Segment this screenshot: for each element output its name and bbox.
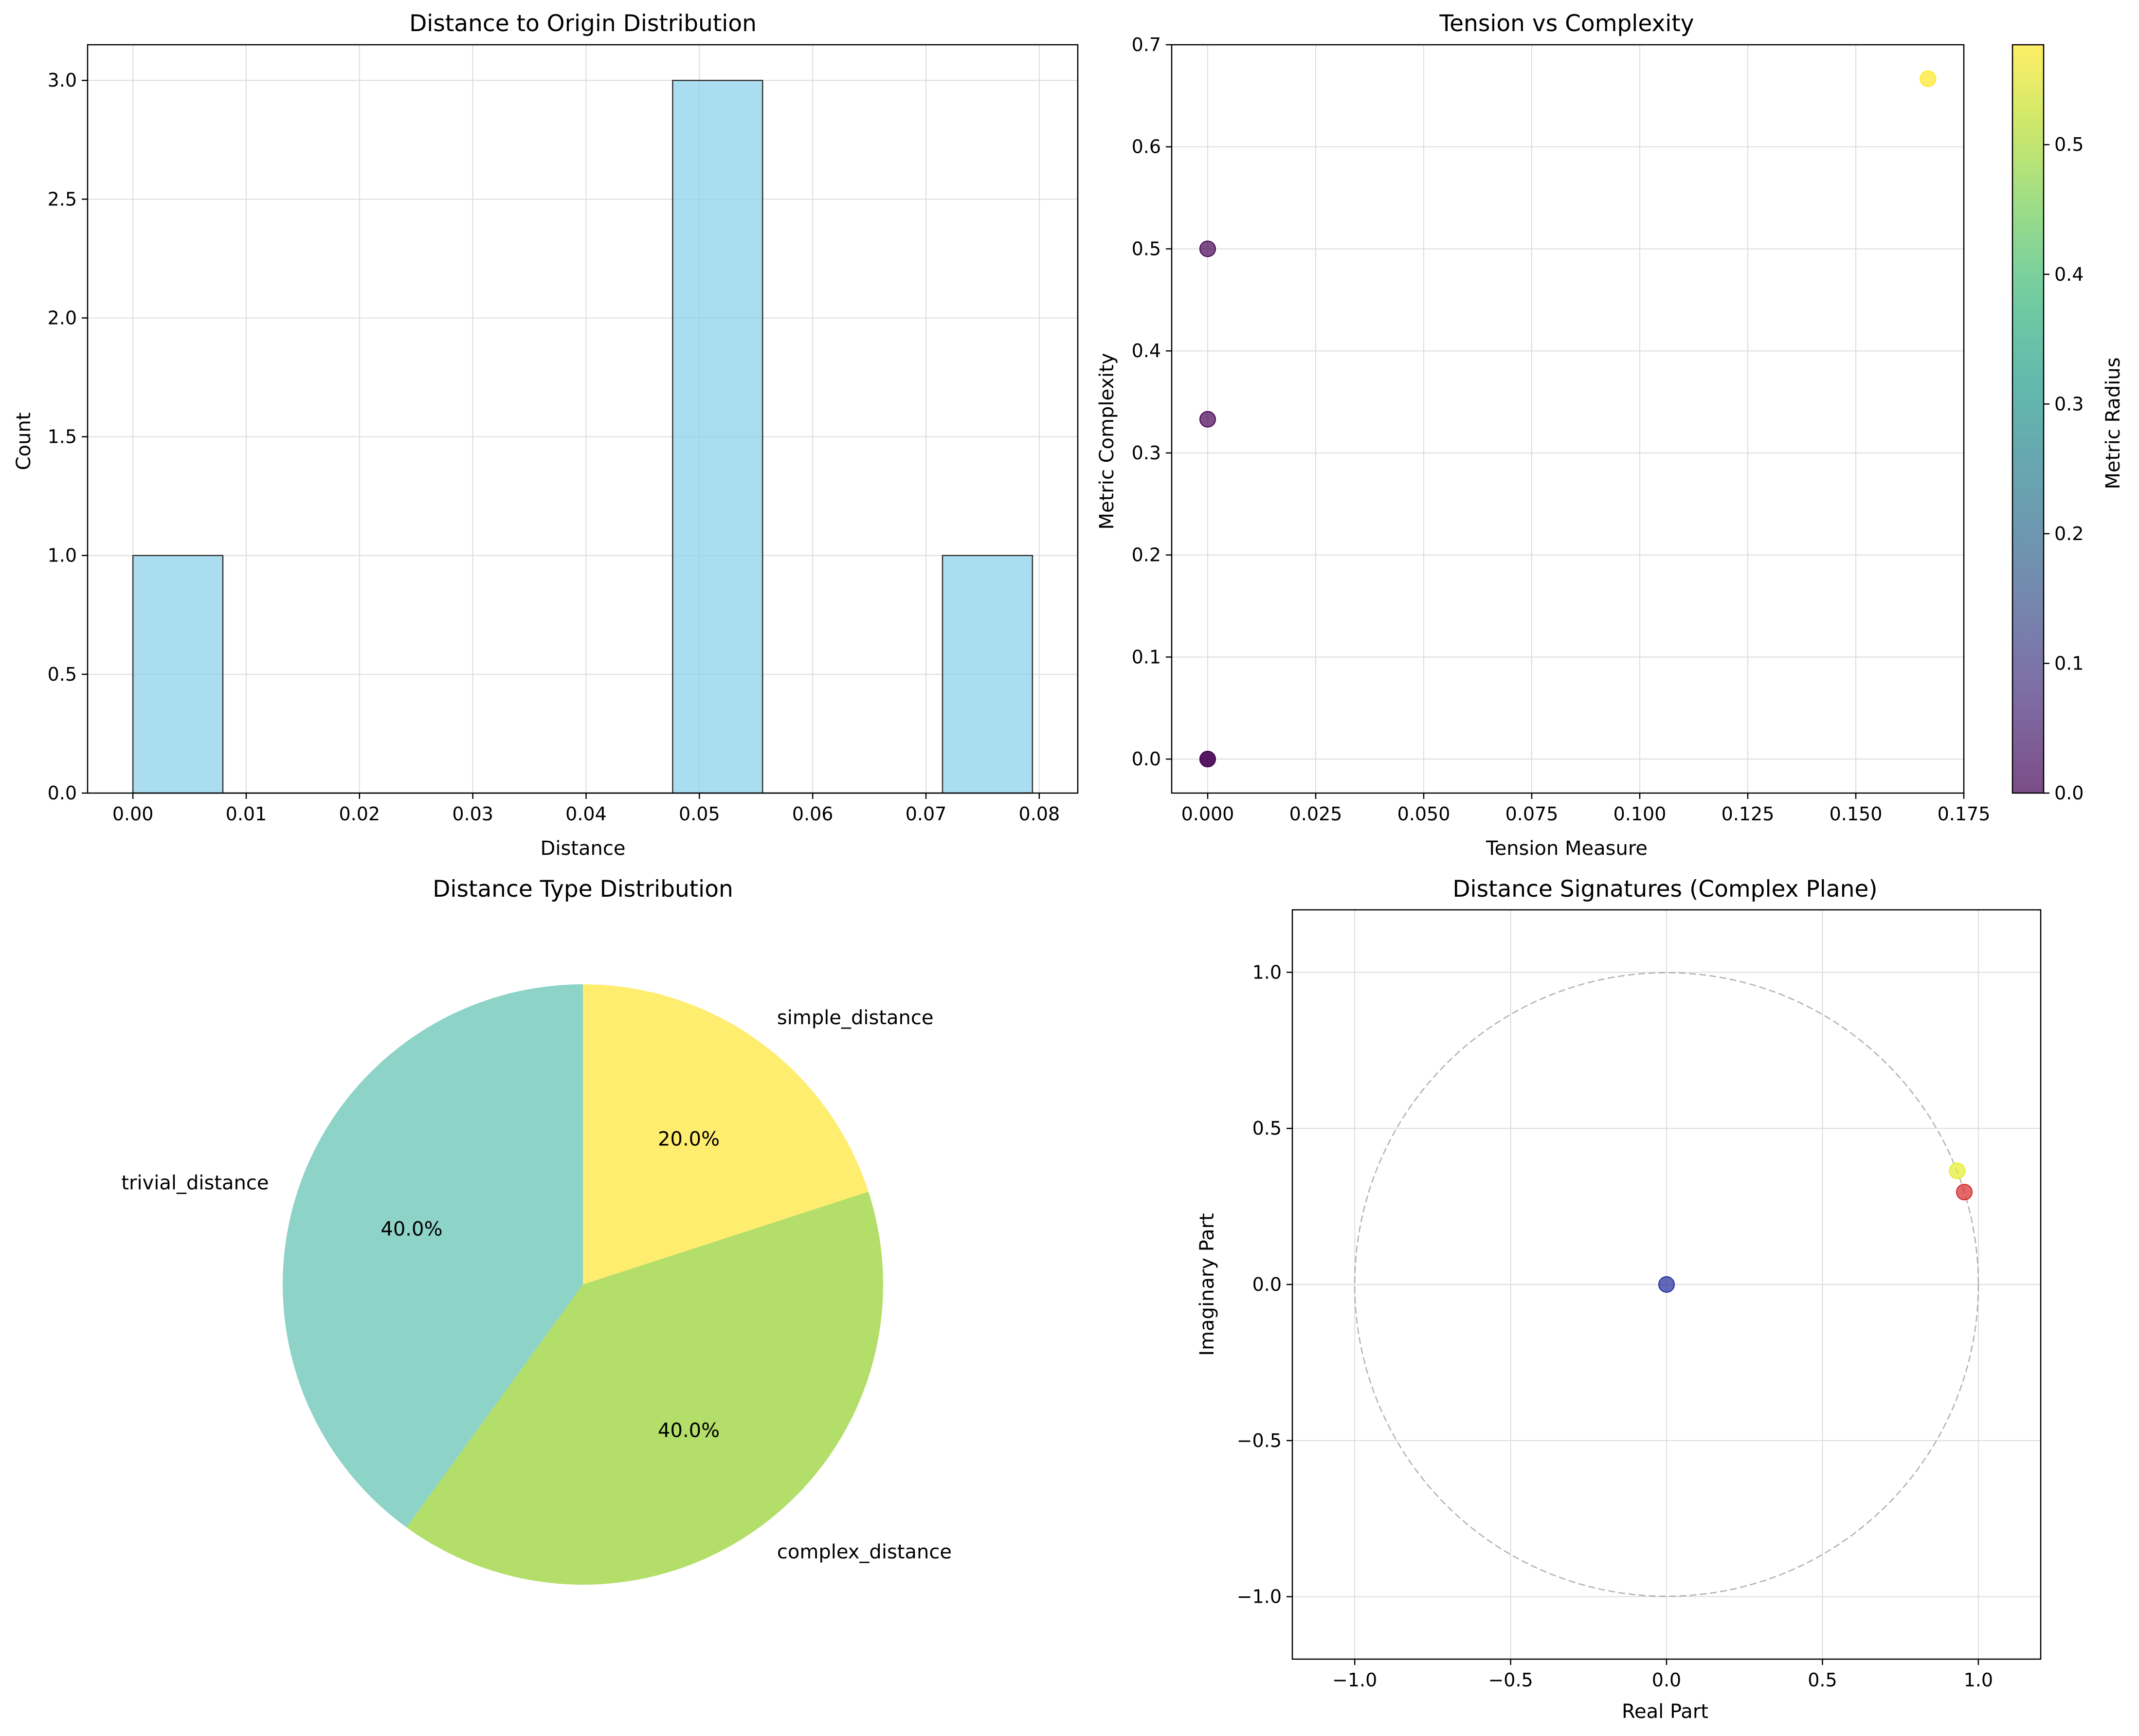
tension-scatter-y-tick-label: 0.6 [1132, 136, 1161, 158]
tension-scatter-x-tick-label: 0.050 [1397, 803, 1450, 825]
complex-plane-x-tick-label: 0.5 [1808, 1669, 1837, 1691]
complex-plane-title: Distance Signatures (Complex Plane) [1452, 876, 1877, 903]
unit-circle [1354, 972, 1979, 1597]
tension-scatter-y-tick-label: 0.3 [1132, 442, 1161, 464]
complex-plane-y-tick-label: 0.5 [1252, 1118, 1282, 1139]
histogram-bar [132, 555, 224, 794]
histogram-x-axis-label: Distance [541, 837, 626, 860]
pie-title: Distance Type Distribution [433, 876, 733, 903]
histogram-x-tick-label: 0.00 [112, 803, 154, 825]
pie-slice-percent: 20.0% [658, 1128, 720, 1151]
tension-scatter-x-tick-label: 0.075 [1505, 803, 1559, 825]
histogram-x-tick-label: 0.01 [226, 803, 267, 825]
histogram-y-tick-label: 2.5 [48, 188, 77, 210]
complex-plane-x-tick-label: 0.0 [1652, 1669, 1681, 1691]
tension-scatter-x-tick-label: 0.025 [1289, 803, 1342, 825]
complex-plane-point [1956, 1184, 1973, 1201]
pie-slice-label: simple_distance [777, 1007, 934, 1029]
tension-scatter-y-tick-label: 0.7 [1132, 34, 1161, 55]
tension-scatter-y-axis-label: Metric Complexity [1096, 353, 1118, 530]
histogram-x-tick-label: 0.02 [339, 803, 381, 825]
colorbar-frame [2012, 44, 2045, 794]
colorbar-tick-label: 0.4 [2054, 264, 2084, 285]
histogram-x-tick-label: 0.04 [565, 803, 607, 825]
complex-plane-y-tick-label: 0.0 [1252, 1274, 1282, 1295]
tension-scatter-x-tick-label: 0.175 [1938, 803, 1991, 825]
histogram-x-tick-label: 0.03 [452, 803, 493, 825]
histogram-panel: Distance to Origin Distribution Distance… [13, 10, 1079, 860]
histogram-x-tick-label: 0.07 [906, 803, 947, 825]
histogram-y-tick-label: 0.5 [48, 664, 77, 685]
tension-scatter-y-tick-label: 0.2 [1132, 544, 1161, 566]
pie-slice-label: trivial_distance [121, 1172, 269, 1194]
complex-plane-x-tick-label: −0.5 [1488, 1669, 1533, 1691]
colorbar-fill [2012, 45, 2044, 793]
pie-slice-percent: 40.0% [381, 1218, 442, 1241]
pie-slice-simple-distance [583, 984, 869, 1284]
complex-plane-point [1658, 1276, 1675, 1293]
tension-scatter-x-axis-label: Tension Measure [1486, 837, 1648, 860]
histogram-x-tick-label: 0.08 [1019, 803, 1060, 825]
tension-scatter-y-tick-label: 0.1 [1132, 646, 1161, 668]
histogram-x-tick-label: 0.06 [792, 803, 834, 825]
pie-panel: Distance Type Distribution 20.0% simple_d… [121, 876, 952, 1585]
complex-plane-y-axis-label: Imaginary Part [1196, 1213, 1218, 1356]
tension-scatter-x-tick-label: 0.000 [1181, 803, 1234, 825]
tension-scatter-x-tick-label: 0.125 [1722, 803, 1775, 825]
pie-slice-label: complex_distance [777, 1541, 952, 1563]
colorbar-tick-label: 0.0 [2054, 782, 2084, 804]
complex-plane-x-axis-label: Real Part [1622, 1700, 1708, 1723]
tension-scatter-x-tick-label: 0.150 [1830, 803, 1883, 825]
complex-plane-x-tick-label: −1.0 [1332, 1669, 1377, 1691]
complex-plane-y-tick-label: −1.0 [1237, 1586, 1282, 1608]
histogram-y-axis-label: Count [13, 413, 35, 470]
tension-scatter-plot-frame [1171, 44, 1965, 794]
tension-scatter-title: Tension vs Complexity [1439, 10, 1694, 37]
histogram-bar [942, 555, 1033, 794]
histogram-y-tick-label: 1.5 [48, 426, 77, 448]
pie-slice-trivial-distance [283, 984, 583, 1528]
colorbar-tick-label: 0.2 [2054, 523, 2084, 544]
histogram-y-tick-label: 2.0 [48, 307, 77, 328]
histogram-y-tick-label: 0.0 [48, 782, 77, 804]
histogram-plot-frame [87, 44, 1079, 794]
complex-plane-point [1949, 1162, 1966, 1179]
tension-scatter-point [1199, 751, 1216, 768]
colorbar-tick-label: 0.1 [2054, 652, 2084, 674]
colorbar-tick-label: 0.3 [2054, 393, 2084, 415]
tension-scatter-y-tick-label: 0.4 [1132, 340, 1161, 362]
histogram-x-tick-label: 0.05 [679, 803, 720, 825]
histogram-y-tick-label: 3.0 [48, 70, 77, 91]
tension-scatter-point [1199, 411, 1216, 428]
histogram-bar [672, 79, 763, 794]
complex-plane-x-tick-label: 1.0 [1964, 1669, 1993, 1691]
tension-scatter-y-tick-label: 0.5 [1132, 238, 1161, 259]
tension-scatter-x-tick-label: 0.100 [1613, 803, 1667, 825]
complex-plane-panel: Distance Signatures (Complex Plane) Real… [1196, 876, 2042, 1723]
tension-scatter-y-tick-label: 0.0 [1132, 748, 1161, 770]
tension-scatter-point [1920, 70, 1937, 87]
complex-plane-y-tick-label: −0.5 [1237, 1430, 1282, 1451]
colorbar-tick-label: 0.5 [2054, 134, 2084, 155]
tension-scatter-point [1199, 240, 1216, 257]
pie-slice-complex-distance [406, 1192, 883, 1585]
colorbar-label: Metric Radius [2102, 357, 2124, 489]
pie-slice-percent: 40.0% [658, 1419, 720, 1442]
histogram-title: Distance to Origin Distribution [409, 10, 757, 37]
complex-plane-y-tick-label: 1.0 [1252, 961, 1282, 983]
histogram-y-tick-label: 1.0 [48, 545, 77, 566]
tension-scatter-panel: Tension vs Complexity Tension Measure Me… [1096, 10, 2124, 860]
